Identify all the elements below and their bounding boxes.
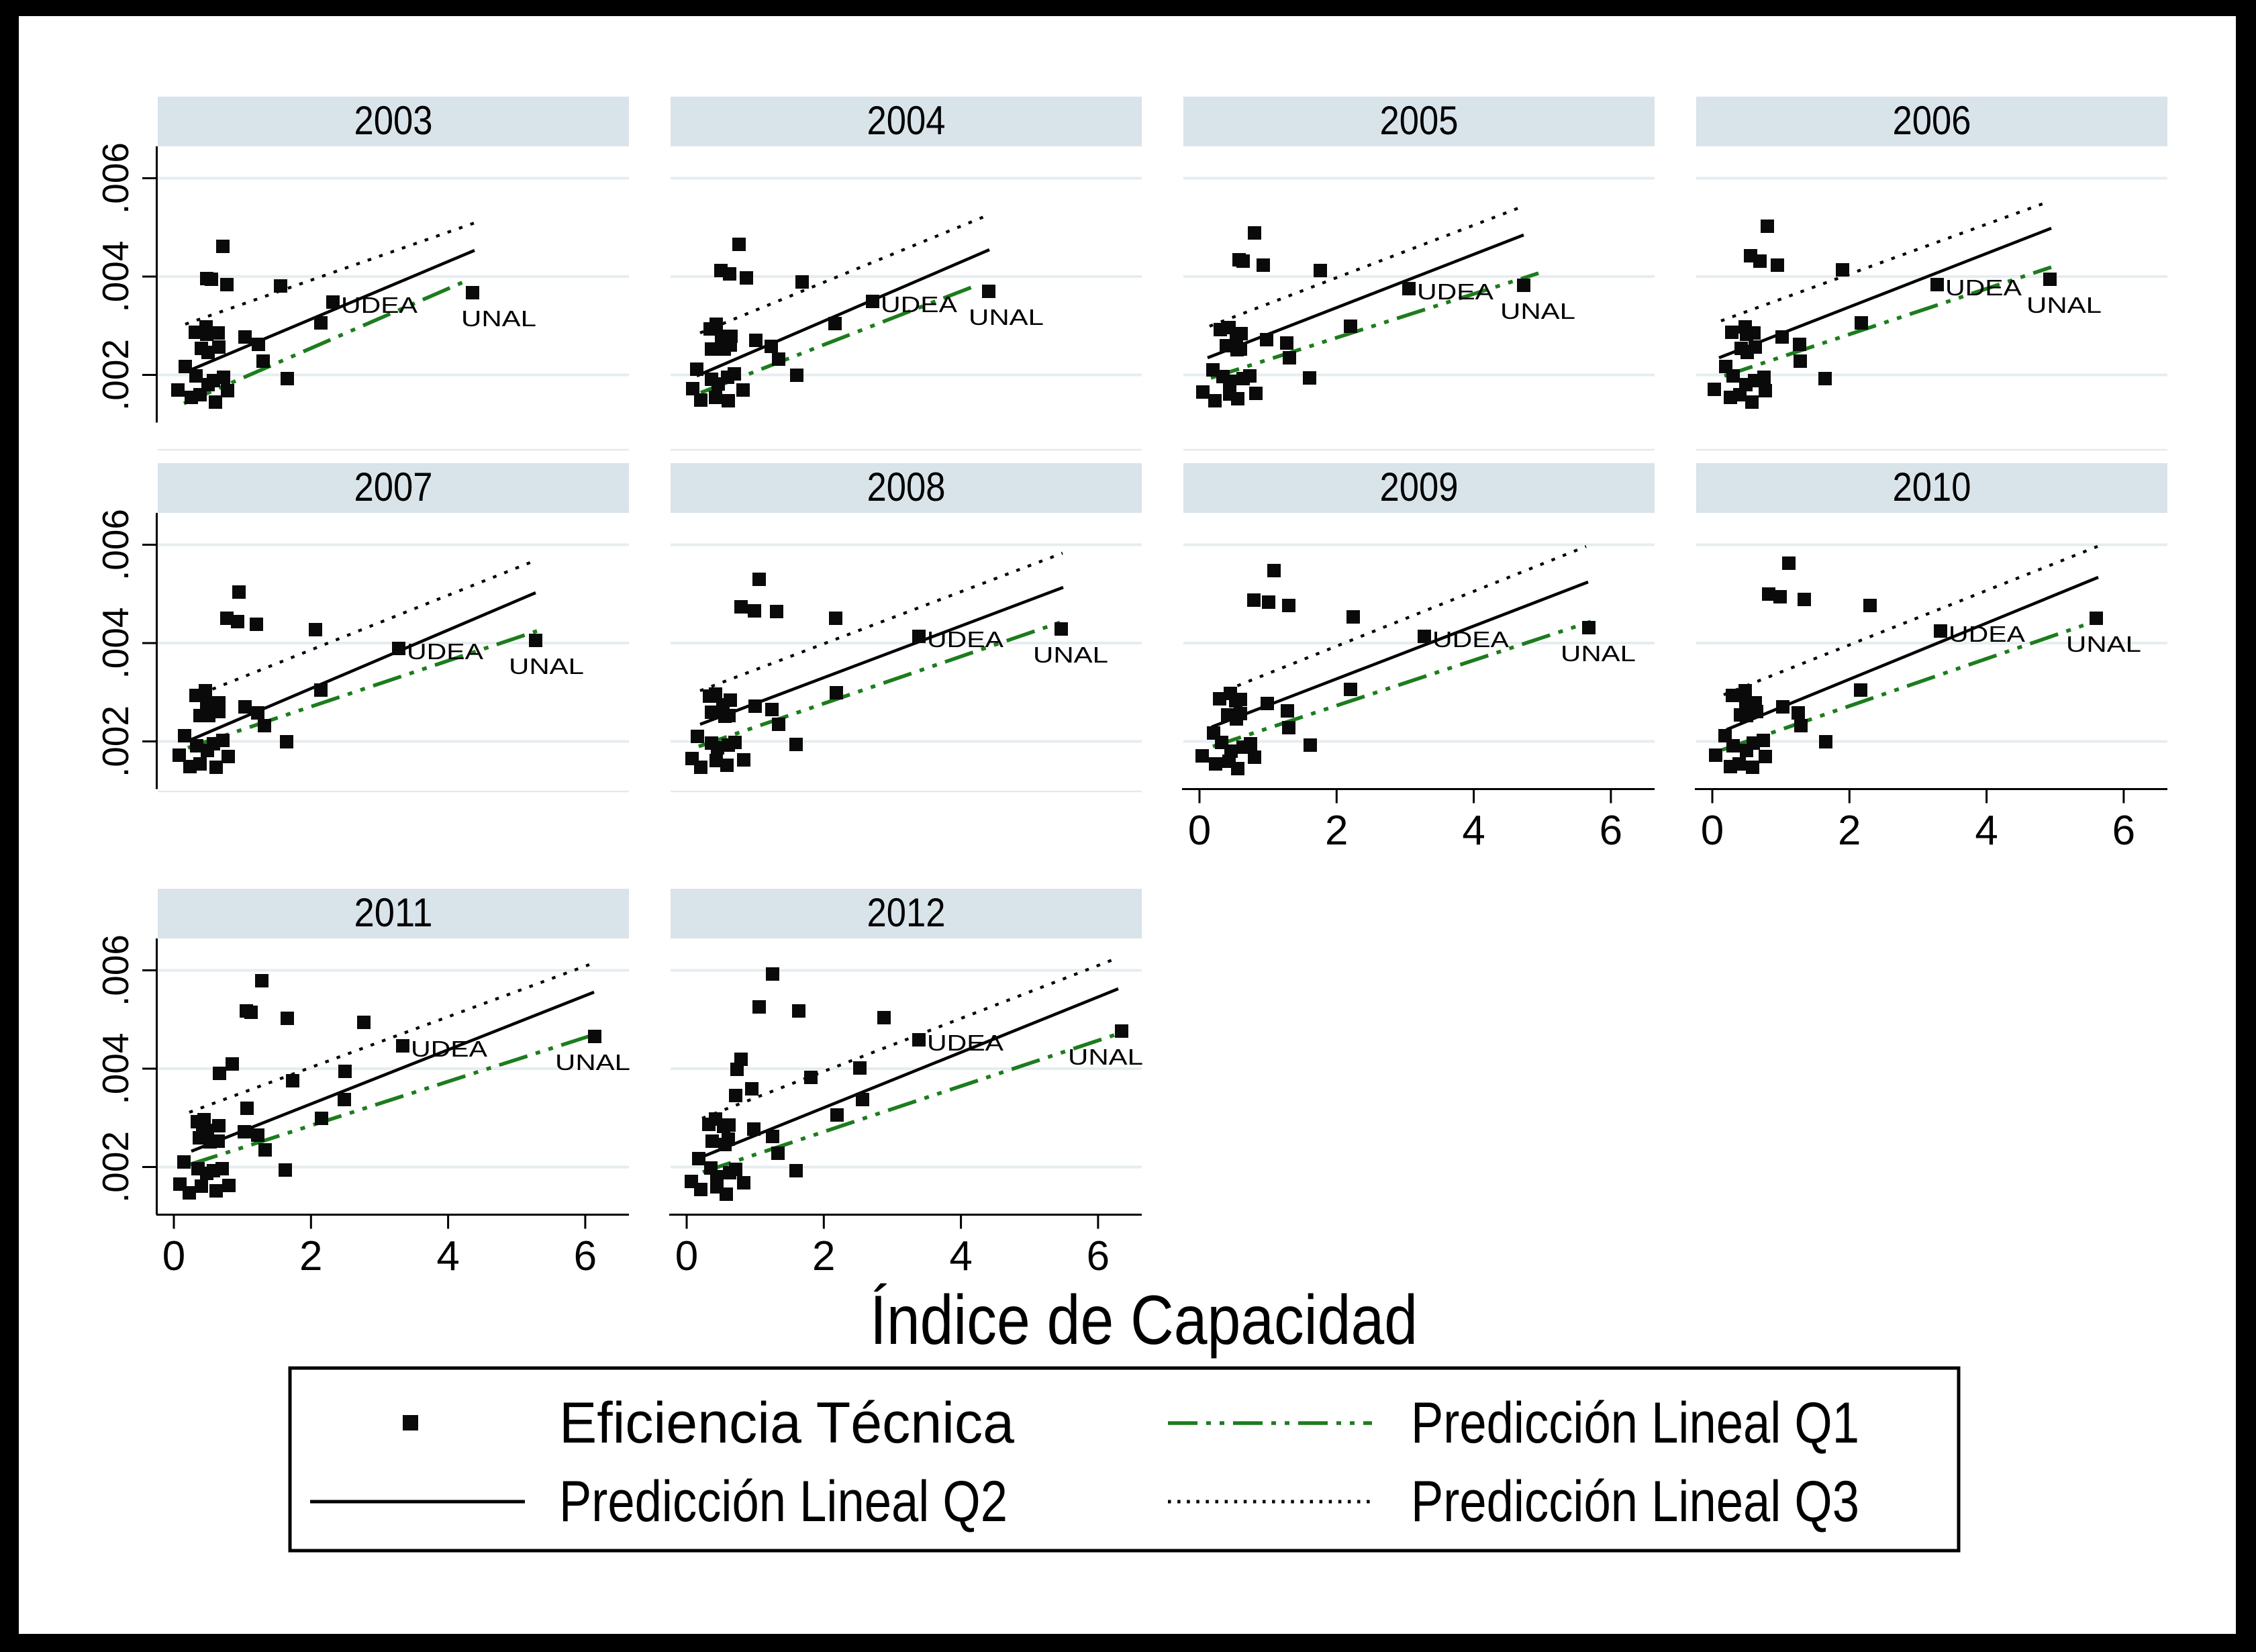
svg-text:2004: 2004 <box>867 98 946 143</box>
svg-text:6: 6 <box>1600 808 1622 854</box>
svg-text:UNAL: UNAL <box>461 306 536 331</box>
svg-text:.006: .006 <box>95 142 136 214</box>
svg-text:UNAL: UNAL <box>2066 632 2141 657</box>
svg-text:0: 0 <box>675 1233 698 1279</box>
svg-text:UNAL: UNAL <box>1561 641 1636 666</box>
svg-text:4: 4 <box>1462 808 1485 854</box>
svg-text:Predicción Lineal Q1: Predicción Lineal Q1 <box>1411 1391 1859 1455</box>
svg-text:UNAL: UNAL <box>969 305 1044 330</box>
svg-text:4: 4 <box>1975 808 1998 854</box>
svg-text:UDEA: UDEA <box>407 639 483 664</box>
svg-text:2012: 2012 <box>867 890 946 935</box>
svg-text:2: 2 <box>299 1233 322 1279</box>
svg-text:2: 2 <box>1325 808 1348 854</box>
svg-text:Índice de Capacidad: Índice de Capacidad <box>870 1281 1418 1359</box>
svg-text:2007: 2007 <box>354 465 433 509</box>
svg-text:2009: 2009 <box>1380 465 1459 509</box>
svg-text:6: 6 <box>574 1233 597 1279</box>
svg-text:4: 4 <box>436 1233 459 1279</box>
svg-text:4: 4 <box>949 1233 972 1279</box>
svg-text:UDEA: UDEA <box>1945 275 2022 300</box>
svg-text:UNAL: UNAL <box>1068 1044 1143 1069</box>
svg-text:UDEA: UDEA <box>341 293 418 318</box>
svg-text:.002: .002 <box>95 1131 136 1203</box>
svg-text:.004: .004 <box>95 607 136 679</box>
svg-text:.006: .006 <box>95 509 136 581</box>
svg-text:UDEA: UDEA <box>927 627 1003 652</box>
svg-text:2: 2 <box>1838 808 1861 854</box>
svg-text:Eficiencia Técnica: Eficiencia Técnica <box>559 1391 1014 1455</box>
svg-text:Predicción Lineal Q3: Predicción Lineal Q3 <box>1411 1469 1859 1534</box>
svg-text:UNAL: UNAL <box>555 1050 630 1075</box>
svg-text:UNAL: UNAL <box>2026 293 2102 318</box>
svg-text:UNAL: UNAL <box>1033 642 1108 667</box>
svg-text:UDEA: UDEA <box>411 1036 487 1061</box>
svg-text:UDEA: UDEA <box>927 1030 1003 1055</box>
svg-text:.006: .006 <box>95 934 136 1006</box>
svg-text:UDEA: UDEA <box>1432 627 1509 652</box>
svg-text:Predicción Lineal Q2: Predicción Lineal Q2 <box>559 1469 1008 1534</box>
svg-text:.004: .004 <box>95 1032 136 1104</box>
svg-text:0: 0 <box>1701 808 1724 854</box>
svg-text:2006: 2006 <box>1893 98 1971 143</box>
svg-text:2011: 2011 <box>354 890 433 935</box>
svg-text:2005: 2005 <box>1380 98 1459 143</box>
svg-text:2010: 2010 <box>1893 465 1971 509</box>
svg-text:UDEA: UDEA <box>881 292 957 317</box>
svg-text:2: 2 <box>812 1233 835 1279</box>
svg-text:2003: 2003 <box>354 98 433 143</box>
svg-text:6: 6 <box>2112 808 2135 854</box>
svg-text:.002: .002 <box>95 339 136 411</box>
svg-text:UNAL: UNAL <box>1500 299 1575 324</box>
svg-text:UNAL: UNAL <box>509 654 584 679</box>
svg-text:UDEA: UDEA <box>1949 622 2025 646</box>
svg-text:.004: .004 <box>95 240 136 312</box>
svg-text:0: 0 <box>1188 808 1211 854</box>
svg-text:.002: .002 <box>95 706 136 777</box>
svg-text:2008: 2008 <box>867 465 946 509</box>
svg-text:0: 0 <box>162 1233 185 1279</box>
svg-text:UDEA: UDEA <box>1417 279 1493 304</box>
svg-text:6: 6 <box>1087 1233 1110 1279</box>
